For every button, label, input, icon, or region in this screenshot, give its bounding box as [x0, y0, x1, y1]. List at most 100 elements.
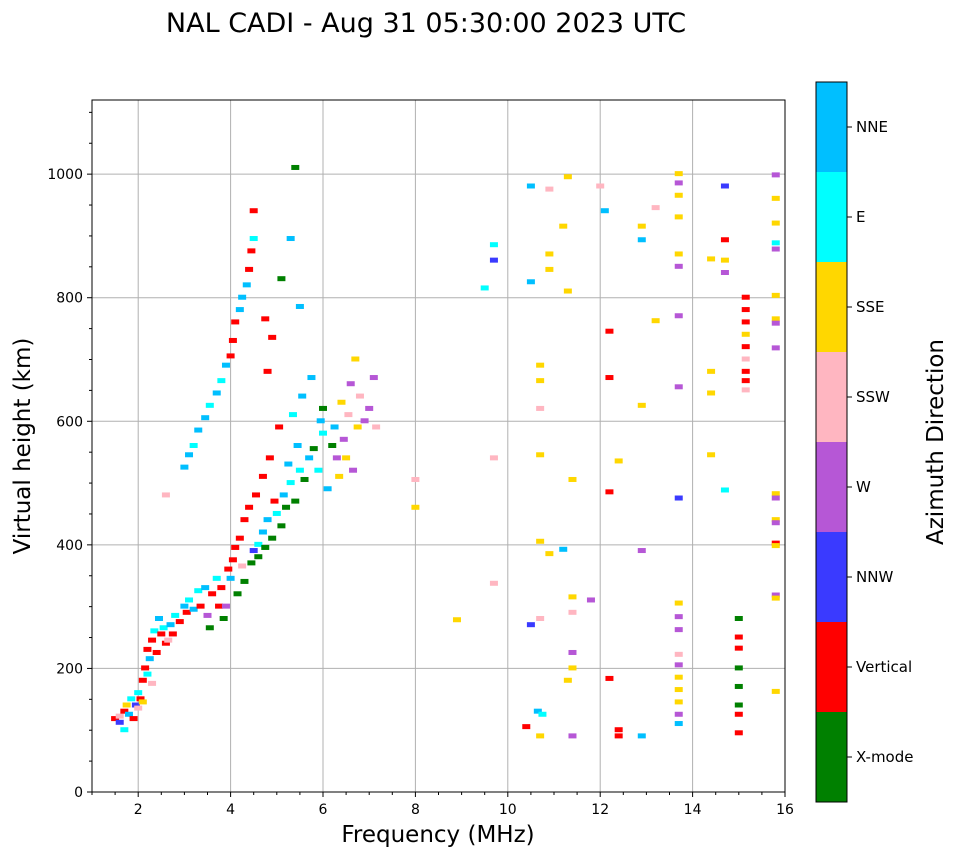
data-point [212, 390, 221, 396]
data-point [536, 378, 545, 384]
data-point [219, 616, 228, 621]
data-point [328, 443, 337, 448]
data-point [228, 337, 237, 343]
y-axis-label: Virtual height (km) [10, 338, 36, 555]
data-point [323, 486, 332, 492]
data-point [741, 307, 750, 313]
data-point [249, 548, 258, 554]
data-point [489, 242, 498, 248]
data-point [741, 387, 750, 393]
data-point [674, 627, 683, 633]
data-point [194, 427, 203, 433]
data-point [707, 256, 716, 262]
data-point [189, 606, 198, 612]
data-point [559, 223, 568, 229]
data-point [201, 585, 210, 591]
data-point [175, 619, 184, 625]
data-point [526, 279, 535, 285]
data-point [185, 452, 194, 458]
colorbar-label: Azimuth Direction [923, 339, 949, 545]
data-point [120, 708, 129, 714]
data-point [157, 631, 166, 637]
data-point [277, 276, 286, 282]
data-point [411, 504, 420, 510]
colorbar-category-label: NNE [856, 118, 888, 136]
data-point [120, 727, 129, 733]
data-point [563, 288, 572, 294]
data-point [734, 683, 743, 689]
data-point [138, 699, 147, 705]
data-points [111, 164, 780, 739]
data-point [298, 393, 307, 399]
data-point [741, 368, 750, 374]
data-point [305, 455, 314, 461]
data-point [568, 665, 577, 671]
data-point [771, 320, 780, 326]
data-point [600, 208, 609, 214]
colorbar-frame [815, 81, 848, 803]
data-point [261, 544, 270, 550]
data-point [674, 711, 683, 717]
data-point [268, 535, 277, 541]
data-point [522, 724, 531, 730]
data-point [707, 368, 716, 374]
data-point [231, 544, 240, 550]
data-point [238, 563, 247, 569]
data-point [489, 257, 498, 263]
data-point [674, 384, 683, 390]
data-point [316, 418, 325, 424]
data-point [349, 467, 358, 473]
data-point [637, 237, 646, 243]
data-point [335, 473, 344, 479]
axis-ticks: 2 4 6 8 10 12 14 16 0 200 400 600 800 1000 [47, 111, 794, 818]
data-point [268, 334, 277, 340]
data-point [245, 266, 254, 272]
data-point [480, 285, 489, 291]
data-point [538, 711, 547, 717]
y-tick-label: 400 [56, 538, 83, 554]
data-point [245, 504, 254, 510]
data-point [545, 186, 554, 192]
data-point [221, 362, 230, 368]
chart-title: NAL CADI - Aug 31 05:30:00 2023 UTC [166, 8, 686, 39]
data-point [344, 412, 353, 418]
data-point [330, 424, 339, 430]
data-point [734, 730, 743, 736]
data-point [189, 443, 198, 448]
data-point [261, 316, 270, 322]
data-point [734, 711, 743, 717]
data-point [605, 375, 614, 381]
data-point [196, 603, 205, 609]
data-point [674, 180, 683, 186]
data-point [314, 467, 323, 473]
data-point [224, 566, 233, 572]
data-point [674, 674, 683, 680]
data-point [111, 716, 120, 722]
data-point [353, 424, 362, 430]
data-point [674, 600, 683, 606]
data-point [217, 585, 226, 591]
data-point [734, 665, 743, 671]
data-point [332, 455, 341, 461]
data-point [674, 614, 683, 620]
data-point [249, 236, 258, 242]
plot-area [92, 100, 785, 792]
data-point [319, 430, 327, 436]
data-point [563, 677, 572, 683]
data-point [734, 634, 743, 640]
data-point [122, 702, 131, 708]
colorbar-category-label: Vertical [856, 658, 912, 676]
data-point [536, 452, 545, 458]
x-tick-label: 8 [411, 802, 420, 818]
x-tick-label: 6 [319, 802, 328, 818]
data-point [536, 405, 545, 411]
data-point [674, 313, 683, 319]
data-point [249, 208, 258, 214]
data-point [637, 548, 646, 554]
colorbar-segment [816, 172, 847, 262]
data-point [741, 319, 750, 325]
data-point [258, 529, 267, 535]
data-point [771, 520, 780, 526]
colorbar-segment [816, 262, 847, 352]
